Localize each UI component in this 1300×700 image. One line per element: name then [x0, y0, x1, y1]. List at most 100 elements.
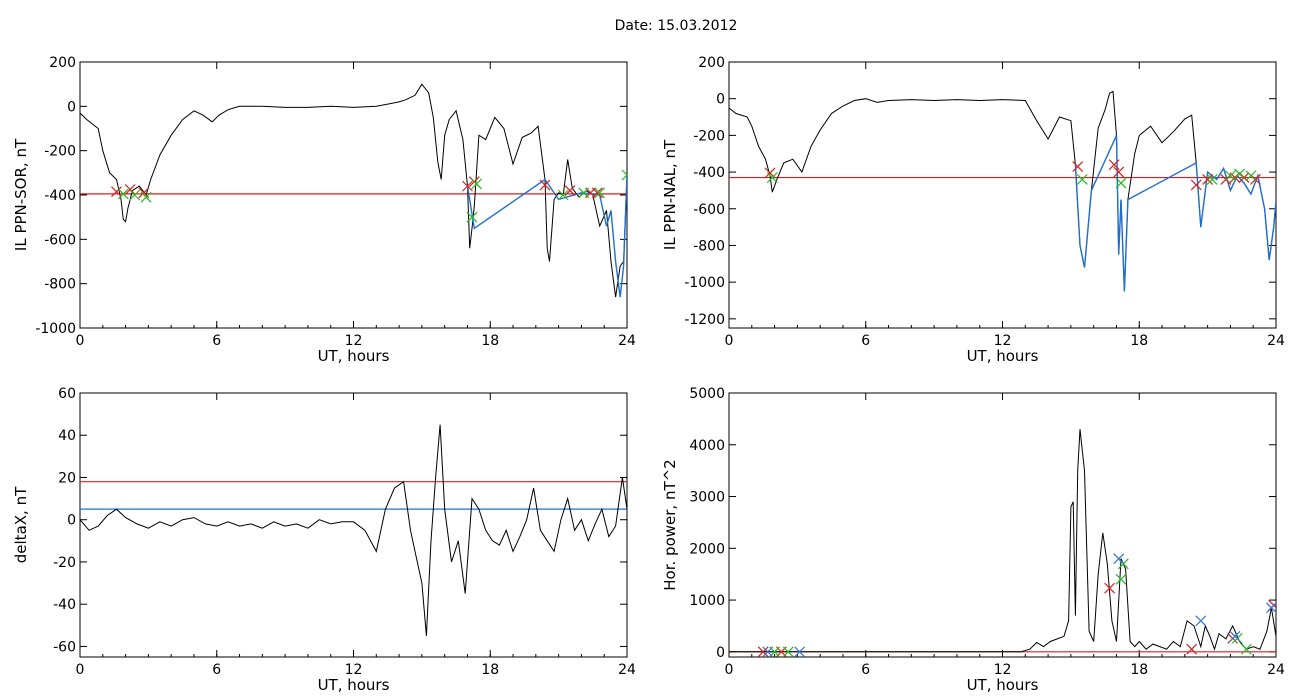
- x-tick-label: 24: [1267, 333, 1285, 349]
- y-tick-label: -600: [693, 202, 725, 218]
- y-tick-label: -1000: [35, 321, 76, 337]
- marker-red-stroke: [1186, 643, 1198, 655]
- highlight-line: [466, 175, 627, 298]
- marker-green: [1076, 173, 1088, 185]
- marker-red: [1072, 161, 1084, 172]
- y-tick-label: 60: [58, 386, 76, 402]
- marker-green: [140, 191, 152, 203]
- marker-red-stroke: [124, 184, 136, 195]
- x-tick-label: 12: [994, 662, 1012, 678]
- plot-area: [80, 83, 627, 298]
- marker-green-stroke: [471, 178, 482, 190]
- marker-red: [1104, 582, 1116, 594]
- marker-green-stroke: [1115, 573, 1127, 585]
- y-axis-label: deltaX, nT: [12, 486, 30, 563]
- marker-red-stroke: [1113, 166, 1125, 178]
- x-tick-label: 0: [725, 333, 734, 349]
- marker-green: [1115, 177, 1127, 189]
- page-title: Date: 15.03.2012: [614, 18, 738, 34]
- plot-frame: [728, 392, 1277, 658]
- y-tick-label: 40: [58, 428, 76, 444]
- marker-red-stroke: [1190, 179, 1202, 191]
- marker-red-stroke: [591, 187, 603, 199]
- marker-green-stroke: [117, 188, 129, 200]
- marker-blue-stroke: [762, 646, 774, 657]
- marker-blue: [762, 646, 774, 657]
- y-tick-label: -60: [53, 639, 76, 655]
- series-line: [80, 424, 627, 636]
- y-tick-label: -400: [44, 188, 76, 204]
- marker-blue-stroke: [1195, 615, 1207, 627]
- x-axis-label: UT, hours: [967, 676, 1039, 694]
- x-tick-label: 6: [212, 333, 221, 349]
- marker-red-stroke: [1104, 582, 1116, 594]
- marker-green: [466, 211, 478, 223]
- marker-green: [594, 187, 606, 199]
- marker-blue-stroke: [1113, 553, 1125, 565]
- y-axis-label: IL PPN-NAL, nT: [661, 139, 679, 250]
- marker-red: [1108, 159, 1120, 171]
- marker-red-stroke: [111, 186, 122, 198]
- marker-green-stroke: [1245, 170, 1257, 182]
- marker-green: [1206, 173, 1218, 185]
- y-tick-label: 20: [58, 470, 76, 486]
- marker-blue-stroke: [794, 646, 806, 657]
- marker-green-stroke: [621, 174, 627, 181]
- plot-area: [729, 429, 1276, 657]
- x-axis-label: UT, hours: [318, 347, 390, 365]
- plot-frame: [79, 61, 628, 329]
- marker-green-stroke: [1115, 177, 1127, 189]
- series-line: [80, 83, 627, 298]
- y-tick-label: -40: [53, 597, 76, 613]
- marker-green: [117, 188, 129, 200]
- marker-red-stroke: [138, 187, 150, 199]
- marker-green: [1245, 170, 1257, 182]
- marker-red: [1220, 173, 1232, 185]
- marker-green-stroke: [782, 646, 794, 657]
- x-tick-label: 6: [861, 662, 870, 678]
- panel-2: 0 6 12 18 24 -1200 -1000 -800 -600 -400 -200 0 200 UT…: [661, 55, 1285, 365]
- y-tick-label: 4000: [689, 438, 725, 454]
- marker-red: [757, 646, 769, 657]
- marker-red: [539, 179, 551, 191]
- y-tick-label: 0: [67, 99, 76, 115]
- x-tick-label: 6: [212, 662, 221, 678]
- x-tick-label: 12: [345, 662, 363, 678]
- y-tick-label: 200: [49, 55, 76, 71]
- marker-red-stroke: [1250, 173, 1261, 185]
- marker-green-stroke: [1240, 643, 1252, 655]
- marker-green: [782, 646, 794, 657]
- marker-green-stroke: [140, 191, 152, 203]
- marker-red-stroke: [757, 646, 769, 657]
- plot-area: [729, 90, 1276, 292]
- x-tick-label: 24: [618, 333, 636, 349]
- marker-red-stroke: [1072, 161, 1084, 172]
- x-tick-label: 12: [345, 333, 363, 349]
- marker-blue-stroke: [1266, 602, 1276, 614]
- y-tick-label: 2000: [689, 541, 725, 557]
- x-axis-label: UT, hours: [967, 347, 1039, 365]
- x-tick-label: 6: [861, 333, 870, 349]
- marker-red-stroke: [462, 180, 473, 192]
- marker-red: [1186, 643, 1198, 655]
- marker-blue: [1113, 553, 1125, 565]
- marker-blue: [1195, 615, 1207, 627]
- panel-1: 0 6 12 18 24 -1000 -800 -600 -400 -200 0 200 UT, hou…: [12, 55, 636, 365]
- marker-red-stroke: [564, 185, 576, 196]
- marker-green: [578, 187, 590, 199]
- marker-green-stroke: [621, 169, 627, 176]
- y-tick-label: 5000: [689, 386, 725, 402]
- marker-red-stroke: [1108, 159, 1120, 171]
- y-tick-label: 0: [67, 513, 76, 529]
- marker-green-stroke: [1076, 173, 1088, 185]
- marker-red: [1202, 173, 1214, 185]
- y-tick-label: -800: [693, 238, 725, 254]
- marker-red: [1238, 172, 1250, 183]
- x-tick-label: 0: [725, 662, 734, 678]
- marker-green-stroke: [766, 172, 778, 183]
- y-tick-label: -600: [44, 232, 76, 248]
- marker-blue-stroke: [1229, 630, 1241, 642]
- y-tick-label: -200: [693, 128, 725, 144]
- panel-3: 0 6 12 18 24 -60 -40 -20 0 20 40 60 UT, hours deltaX,…: [12, 386, 636, 694]
- y-tick-label: 0: [716, 645, 725, 661]
